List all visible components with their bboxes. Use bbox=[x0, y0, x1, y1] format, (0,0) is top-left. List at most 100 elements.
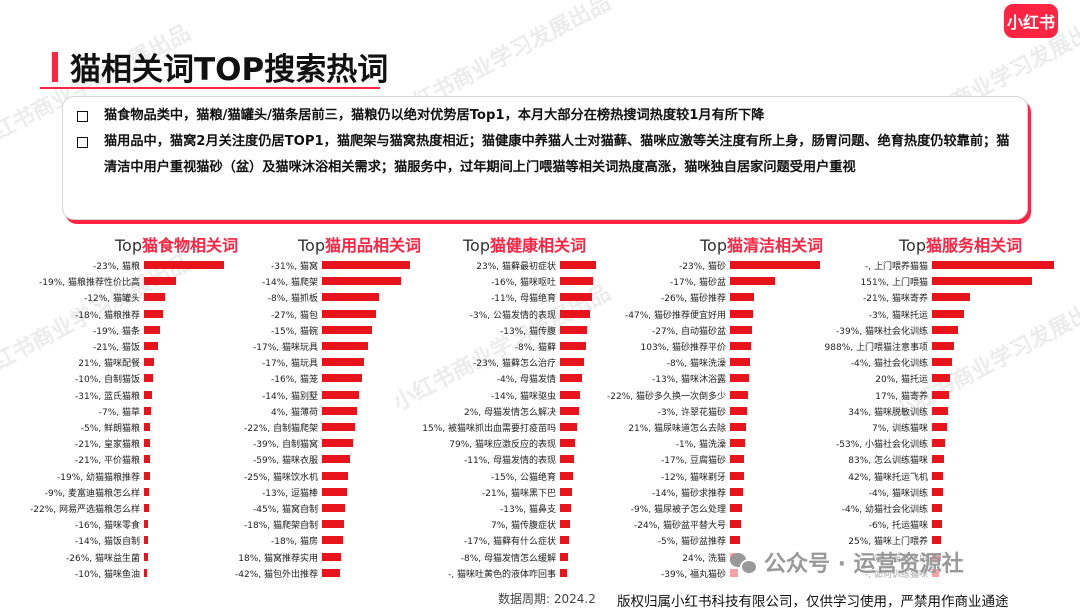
bar-row: -3%, 公猫发情的表现 bbox=[420, 309, 590, 321]
bar-label: -39%, 自制猫窝 bbox=[253, 440, 318, 451]
bar-label: 7%, 猫传腹症状 bbox=[491, 521, 556, 532]
bar-row: 34%, 猫咪脱敏训练 bbox=[800, 406, 948, 418]
bar bbox=[560, 552, 568, 561]
copyright-notice: 版权归属小红书科技有限公司，仅供学习使用，严禁用作商业通途 bbox=[617, 594, 1009, 610]
bar bbox=[322, 406, 358, 415]
bar bbox=[932, 261, 1054, 269]
bar bbox=[932, 374, 951, 383]
bar-row: -47%, 猫砂推荐便宜好用 bbox=[604, 309, 753, 321]
summary-text: 猫用品中，猫窝2月关注度仍居TOP1，猫爬架与猫窝热度相近；猫健康中养猫人士对猫… bbox=[104, 134, 1010, 175]
bar-label: -8%, 猫抓板 bbox=[267, 294, 318, 305]
bar-label: -4%, 母猫发情 bbox=[496, 375, 556, 386]
bar-row: -11%, 母猫绝育 bbox=[420, 292, 592, 304]
bar bbox=[730, 309, 753, 318]
bar-row: -10%, 猫咪鱼油 bbox=[40, 568, 148, 580]
bar-row: -22%, 猫砂多久换一次倒多少 bbox=[604, 390, 748, 402]
bar-row: -25%, 猫咪饮水机 bbox=[238, 471, 349, 483]
title-underline bbox=[40, 87, 380, 89]
page-title: 猫相关词TOP搜索热词 bbox=[70, 52, 389, 88]
bar-row: -26%, 猫咪益生菌 bbox=[40, 552, 148, 564]
bar-label: -15%, 猫碗 bbox=[271, 326, 318, 337]
bar bbox=[322, 504, 345, 512]
bar bbox=[932, 390, 950, 399]
bar-row: -23%, 猫砂 bbox=[604, 260, 820, 272]
bar-row: -59%, 猫咪衣服 bbox=[238, 454, 351, 466]
bar bbox=[144, 277, 176, 286]
bar bbox=[144, 536, 148, 545]
bar-label: -17%, 猫砂盆 bbox=[670, 278, 726, 289]
bar-row: -5%, 猫砂盆推荐 bbox=[604, 535, 740, 547]
chart-title-prefix: Top bbox=[298, 236, 325, 255]
bar-label: -27%, 猫包 bbox=[271, 310, 318, 321]
bar-label: 18%, 猫窝推荐实用 bbox=[238, 553, 318, 564]
bar-label: 21%, 猫尿味道怎么去除 bbox=[628, 424, 726, 434]
bar bbox=[322, 309, 376, 318]
bar bbox=[560, 536, 569, 545]
bar-row: -17%, 豆腐猫砂 bbox=[604, 454, 745, 466]
bar bbox=[730, 390, 748, 399]
bar bbox=[932, 536, 941, 545]
bar bbox=[560, 293, 592, 302]
bar-row: -8%, 猫咪洗澡 bbox=[604, 357, 750, 369]
bar bbox=[144, 455, 150, 464]
bar-label: 42%, 猫咪托运飞机 bbox=[848, 472, 928, 483]
bar-label: 15%, 被猫咪抓出血需要打疫苗吗 bbox=[422, 424, 556, 434]
bar-row: -17%, 猫砂盆 bbox=[604, 276, 775, 289]
chart-title: Top猫用品相关词 bbox=[298, 232, 421, 256]
bar bbox=[144, 439, 151, 448]
bar bbox=[932, 358, 952, 367]
bar bbox=[730, 520, 741, 529]
bar-label: -13%, 猫咪沐浴露 bbox=[652, 375, 726, 386]
bar-label: -31%, 蓝氏猫粮 bbox=[75, 391, 140, 402]
chart-title-prefix: Top bbox=[115, 236, 142, 255]
bar-row: -26%, 猫砂推荐 bbox=[604, 292, 755, 304]
bar-label: -19%, 猫粮推荐性价比高 bbox=[39, 278, 140, 289]
bar-row: -3%, 猫咪托运 bbox=[800, 309, 964, 321]
bar bbox=[144, 390, 152, 399]
bar-label: -4%, 猫咪训练 bbox=[868, 488, 928, 499]
bar-label: -14%, 猫砂求推荐 bbox=[652, 488, 726, 499]
bar-label: -18%, 猫爬架自制 bbox=[244, 521, 318, 532]
wechat-badge: 公众号 · 运营资源社 bbox=[730, 546, 964, 578]
bar-chart-4: Top猫清洁相关词 -23%, 猫砂 -17%, 猫砂盆 -26%, 猫砂推荐 -47%… bbox=[604, 232, 826, 592]
bar bbox=[322, 325, 373, 334]
bar bbox=[932, 406, 948, 415]
bar-label: -12%, 猫罐头 bbox=[84, 294, 140, 305]
bar-row: -14%, 猫别墅 bbox=[238, 390, 359, 402]
bar-label: 34%, 猫咪脱敏训练 bbox=[848, 407, 928, 418]
bar bbox=[560, 423, 577, 431]
bar-label: -45%, 猫窝自制 bbox=[253, 505, 318, 515]
bar-row: -53%, 小猫社会化训练 bbox=[800, 438, 946, 450]
bar-label: -, 猫咪吐黄色的液体咋回事 bbox=[448, 569, 556, 580]
bar bbox=[144, 342, 158, 350]
bar bbox=[144, 520, 148, 529]
bar-label: -42%, 猫包外出推荐 bbox=[235, 569, 318, 580]
bar-label: -14%, 猫别墅 bbox=[262, 391, 318, 402]
bar bbox=[322, 455, 351, 464]
bar bbox=[144, 487, 149, 496]
bar bbox=[322, 487, 347, 496]
bar-label: 7%, 训练猫咪 bbox=[872, 424, 928, 434]
summary-text: 猫食物品类中，猫粮/猫罐头/猫条居前三，猫粮仍以绝对优势居Top1，本月大部分在… bbox=[104, 108, 765, 123]
bar-row: -12%, 猫咪剃牙 bbox=[604, 471, 744, 483]
bar-row: -, 上门喂养猫猫 bbox=[800, 260, 1054, 272]
bar bbox=[560, 439, 576, 448]
bar-label: -22%, 猫砂多久换一次倒多少 bbox=[607, 391, 726, 402]
bar bbox=[144, 504, 149, 512]
bar-label: -19%, 幼猫猫粮推荐 bbox=[57, 472, 140, 483]
bar-label: -27%, 自动猫砂盆 bbox=[652, 326, 726, 337]
bar-row: -21%, 猫咪黑下巴 bbox=[420, 487, 573, 499]
bar-row: 151%, 上门喂猫 bbox=[800, 276, 1033, 288]
bar-label: -26%, 猫咪益生菌 bbox=[66, 553, 140, 564]
bar-label: -15%, 公猫绝育 bbox=[491, 472, 556, 483]
bar bbox=[932, 504, 942, 512]
summary-bullet: 猫用品中，猫窝2月关注度仍居TOP1，猫爬架与猫窝热度相近；猫健康中养猫人士对猫… bbox=[73, 129, 1013, 181]
square-bullet-icon bbox=[77, 137, 88, 148]
bar bbox=[932, 471, 943, 480]
bar-row: -19%, 幼猫猫粮推荐 bbox=[40, 471, 150, 483]
bar-label: -31%, 猫窝 bbox=[271, 262, 318, 272]
bar-row: -21%, 皇家猫粮 bbox=[40, 438, 151, 450]
bar bbox=[322, 552, 342, 561]
bar-row: -22%, 网易严选猫粮怎么样 bbox=[30, 503, 149, 515]
bar bbox=[730, 536, 740, 545]
